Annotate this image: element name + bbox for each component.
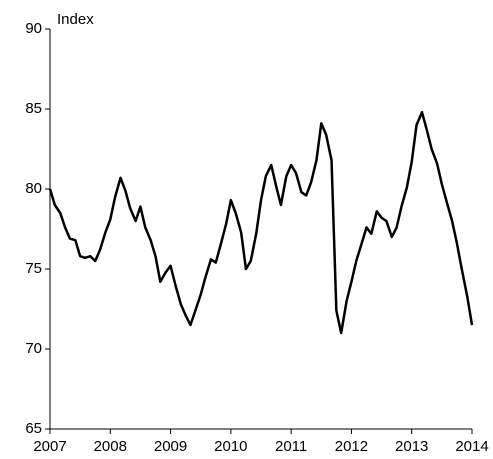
- x-tick-label: 2008: [94, 438, 127, 455]
- y-tick-label: 75: [25, 260, 42, 277]
- x-tick-label: 2007: [33, 438, 66, 455]
- y-tick-label: 80: [25, 180, 42, 197]
- y-axis-label: Index: [57, 11, 94, 28]
- y-tick-label: 70: [25, 340, 42, 357]
- x-tick-label: 2013: [395, 438, 428, 455]
- y-tick-label: 90: [25, 20, 42, 37]
- x-tick-label: 2012: [335, 438, 368, 455]
- y-tick-label: 85: [25, 100, 42, 117]
- x-tick-label: 2009: [154, 438, 187, 455]
- x-tick-label: 2011: [275, 438, 307, 455]
- x-tick-label: 2014: [455, 438, 488, 455]
- x-tick-label: 2010: [214, 438, 247, 455]
- line: [48, 110, 474, 335]
- y-tick-label: 65: [25, 420, 42, 437]
